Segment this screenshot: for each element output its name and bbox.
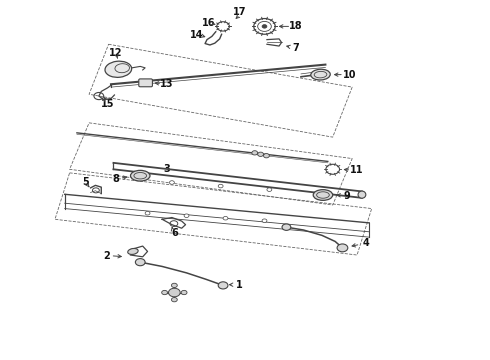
Text: 11: 11	[350, 165, 364, 175]
Circle shape	[282, 224, 291, 230]
Ellipse shape	[105, 61, 132, 77]
Text: 12: 12	[109, 48, 122, 58]
Ellipse shape	[358, 191, 366, 198]
Text: 6: 6	[171, 228, 178, 238]
Circle shape	[218, 184, 223, 188]
Circle shape	[223, 216, 228, 220]
Circle shape	[262, 24, 267, 28]
Text: 1: 1	[236, 280, 243, 290]
Circle shape	[264, 154, 270, 158]
Circle shape	[267, 188, 272, 192]
Circle shape	[162, 291, 168, 295]
Text: 16: 16	[202, 18, 215, 28]
Text: 3: 3	[164, 164, 171, 174]
Circle shape	[337, 244, 348, 252]
Text: 4: 4	[363, 238, 369, 248]
Text: 13: 13	[160, 79, 174, 89]
Text: 2: 2	[103, 251, 110, 261]
Text: 18: 18	[290, 21, 303, 31]
FancyBboxPatch shape	[139, 79, 152, 87]
Circle shape	[135, 258, 145, 266]
Text: 7: 7	[293, 43, 299, 53]
Circle shape	[170, 181, 174, 184]
Ellipse shape	[313, 190, 333, 201]
Text: 10: 10	[343, 70, 357, 80]
Circle shape	[218, 282, 228, 289]
Ellipse shape	[130, 170, 150, 181]
Circle shape	[172, 297, 177, 302]
Circle shape	[184, 214, 189, 217]
Circle shape	[262, 219, 267, 222]
Ellipse shape	[311, 69, 330, 80]
Text: 15: 15	[101, 99, 114, 109]
Text: 9: 9	[344, 191, 351, 201]
Circle shape	[252, 151, 258, 155]
Text: 5: 5	[82, 177, 89, 187]
Ellipse shape	[128, 248, 138, 255]
Text: 14: 14	[190, 30, 203, 40]
Circle shape	[172, 283, 177, 288]
Text: 8: 8	[112, 174, 120, 184]
Circle shape	[258, 152, 264, 157]
Circle shape	[145, 211, 150, 215]
Text: 17: 17	[233, 7, 247, 17]
Circle shape	[181, 291, 187, 295]
Circle shape	[169, 288, 180, 297]
